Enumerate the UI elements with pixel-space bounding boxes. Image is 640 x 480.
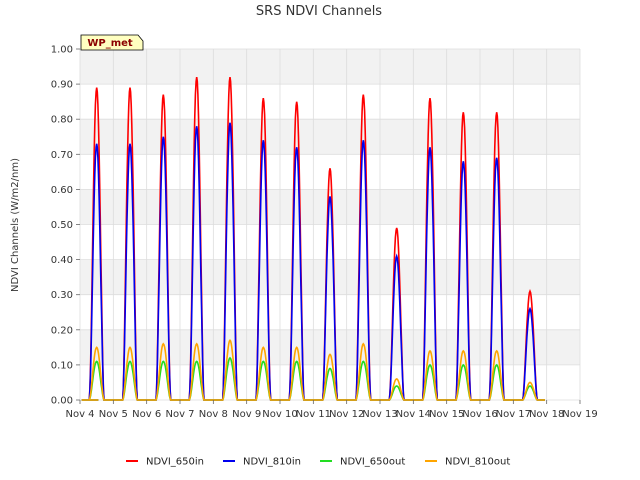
- plot-band: [80, 329, 580, 365]
- y-axis-label: NDVI Channels (W/m2/nm): [10, 158, 21, 292]
- x-tick-label: Nov 5: [99, 409, 128, 420]
- y-tick-label: 1.00: [51, 45, 73, 56]
- y-tick-label: 0.40: [51, 255, 73, 266]
- y-tick-label: 0.70: [51, 150, 73, 161]
- legend-label: NDVI_810out: [445, 457, 510, 468]
- plot-band: [80, 49, 580, 85]
- x-tick-label: Nov 8: [199, 409, 228, 420]
- plot-band: [80, 119, 580, 155]
- legend: NDVI_650in NDVI_810in NDVI_650out NDVI_810o…: [126, 457, 510, 468]
- x-tick-label: Nov 13: [362, 409, 397, 420]
- x-tick-label: Nov 11: [296, 409, 331, 420]
- x-tick-label: Nov 6: [132, 409, 161, 420]
- y-axis: 0.00 0.10 0.20 0.30 0.40 0.50 0.60 0.70 0.80 0.90…: [51, 45, 80, 407]
- legend-label: NDVI_650out: [340, 457, 405, 468]
- y-tick-label: 0.20: [51, 325, 73, 336]
- x-tick-label: Nov 18: [529, 409, 564, 420]
- x-tick-label: Nov 15: [429, 409, 464, 420]
- plot-band: [80, 84, 580, 120]
- x-tick-label: Nov 14: [396, 409, 431, 420]
- chart-title: SRS NDVI Channels: [256, 4, 382, 19]
- y-tick-label: 0.00: [51, 396, 73, 407]
- plot-band: [80, 364, 580, 400]
- y-tick-label: 0.90: [51, 80, 73, 91]
- x-tick-label: Nov 10: [262, 409, 297, 420]
- y-tick-label: 0.60: [51, 185, 73, 196]
- x-tick-label: Nov 17: [496, 409, 531, 420]
- series-line-ndvi-810out: [81, 338, 545, 401]
- plot-band: [80, 224, 580, 260]
- x-tick-label: Nov 16: [462, 409, 497, 420]
- legend-label: NDVI_810in: [243, 457, 301, 468]
- plot-band: [80, 189, 580, 225]
- plot-band: [80, 259, 580, 295]
- series-lines: [81, 76, 545, 401]
- badge-text: WP_met: [87, 38, 133, 49]
- y-tick-label: 0.80: [51, 115, 73, 126]
- x-tick-label: Nov 12: [329, 409, 364, 420]
- wp-met-badge: WP_met: [80, 34, 144, 51]
- x-tick-label: Nov 7: [165, 409, 194, 420]
- y-tick-label: 0.10: [51, 360, 73, 371]
- x-tick-label: Nov 4: [65, 409, 94, 420]
- x-axis: Nov 4 Nov 5 Nov 6 Nov 7 Nov 8 Nov 9 Nov 10Nov …: [65, 400, 598, 420]
- y-tick-label: 0.50: [51, 220, 73, 231]
- x-tick-label: Nov 9: [232, 409, 261, 420]
- plot-band: [80, 294, 580, 330]
- legend-label: NDVI_650in: [146, 457, 204, 468]
- y-tick-label: 0.30: [51, 290, 73, 301]
- x-tick-label: Nov 19: [562, 409, 597, 420]
